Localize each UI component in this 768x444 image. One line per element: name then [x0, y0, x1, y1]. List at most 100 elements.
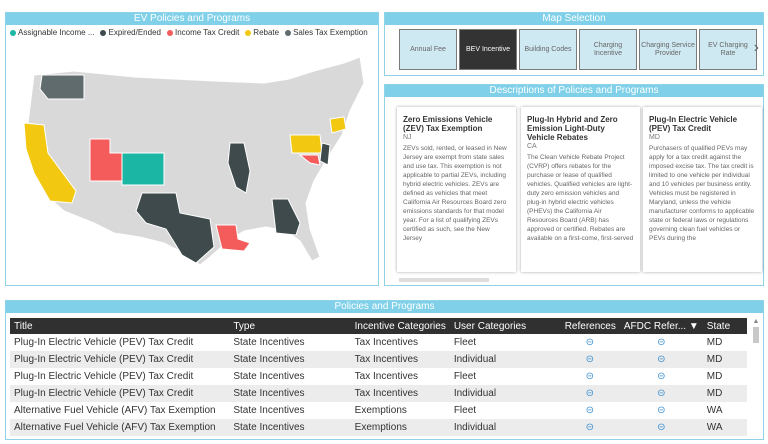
- state-co: [121, 152, 165, 186]
- policies-table-title: Policies and Programs: [6, 301, 763, 313]
- link-icon[interactable]: ⊝: [585, 337, 595, 348]
- state-il: [227, 142, 251, 194]
- col-user-categories[interactable]: User Categories: [453, 320, 527, 332]
- link-icon[interactable]: ⊝: [657, 405, 666, 416]
- card-title: Zero Emissions Vehicle (ZEV) Tax Exempti…: [403, 115, 493, 133]
- table-row[interactable]: Plug-In Electric Vehicle (PEV) Tax Credi…: [10, 334, 747, 351]
- link-icon[interactable]: ⊝: [657, 422, 666, 433]
- legend-item-sales-tax[interactable]: Sales Tax Exemption: [285, 28, 368, 37]
- cell-incentive: Tax Incentives: [354, 388, 419, 399]
- btn-bev-incentive[interactable]: BEV Incentive: [459, 29, 517, 70]
- card-fade: [643, 242, 762, 272]
- col-incentive-categories[interactable]: Incentive Categories: [354, 320, 446, 332]
- table-row[interactable]: Alternative Fuel Vehicle (AFV) Tax Exemp…: [10, 419, 747, 436]
- link-icon[interactable]: ⊝: [657, 337, 666, 348]
- btn-annual-fee[interactable]: Annual Fee: [399, 29, 457, 70]
- policies-table: Title Type Incentive Categories User Cat…: [10, 318, 747, 436]
- cell-type: State Incentives: [233, 337, 305, 348]
- sort-desc-icon[interactable]: ▼: [688, 320, 699, 332]
- cell-title: Plug-In Electric Vehicle (PEV) Tax Credi…: [14, 388, 194, 399]
- map-selection-buttons: Annual Fee BEV Incentive Building Codes …: [399, 29, 759, 70]
- scroll-thumb[interactable]: [753, 327, 759, 343]
- description-card[interactable]: Zero Emissions Vehicle (ZEV) Tax Exempti…: [397, 107, 516, 272]
- descriptions-title: Descriptions of Policies and Programs: [385, 85, 763, 97]
- cell-title: Plug-In Electric Vehicle (PEV) Tax Credi…: [14, 371, 194, 382]
- link-icon[interactable]: ⊝: [657, 388, 666, 399]
- cell-type: State Incentives: [233, 371, 305, 382]
- card-body: The Clean Vehicle Rebate Project (CVRP) …: [527, 154, 634, 242]
- cell-type: State Incentives: [233, 354, 305, 365]
- state-nj: [319, 142, 331, 166]
- state-la: [215, 224, 251, 252]
- cell-incentive: Tax Incentives: [354, 337, 419, 348]
- cell-user: Fleet: [453, 405, 477, 416]
- state-ga: [271, 198, 301, 236]
- us-map[interactable]: [14, 53, 370, 278]
- cell-state: MD: [706, 337, 723, 348]
- cell-incentive: Exemptions: [354, 422, 407, 433]
- cell-state: MD: [706, 354, 723, 365]
- cell-title: Alternative Fuel Vehicle (AFV) Tax Exemp…: [14, 405, 216, 416]
- cell-incentive: Tax Incentives: [354, 354, 419, 365]
- state-md: [298, 154, 321, 166]
- col-state[interactable]: State: [706, 320, 731, 332]
- legend-item-assignable[interactable]: Assignable Income ...: [10, 28, 94, 37]
- card-fade: [521, 242, 640, 272]
- cell-state: MD: [706, 388, 723, 399]
- description-card[interactable]: Plug-In Hybrid and Zero Emission Light-D…: [521, 107, 640, 272]
- state-wa: [39, 74, 85, 100]
- table-scrollbar[interactable]: ▲: [751, 318, 761, 436]
- state-tx: [135, 192, 215, 264]
- col-title[interactable]: Title: [14, 320, 33, 332]
- cell-state: WA: [706, 405, 723, 416]
- policies-table-panel: Policies and Programs Title Type Incenti…: [5, 300, 764, 440]
- table-header-row: Title Type Incentive Categories User Cat…: [10, 318, 747, 334]
- card-body: ZEVs sold, rented, or leased in New Jers…: [403, 145, 507, 242]
- chevron-right-icon[interactable]: ›: [753, 39, 759, 56]
- descriptions-panel: Descriptions of Policies and Programs Ze…: [384, 84, 764, 286]
- card-state: MD: [649, 134, 660, 141]
- map-legend: Assignable Income ... Expired/Ended Inco…: [6, 25, 378, 40]
- table-row[interactable]: Plug-In Electric Vehicle (PEV) Tax Credi…: [10, 351, 747, 368]
- cell-incentive: Tax Incentives: [354, 371, 419, 382]
- card-state: NJ: [403, 134, 412, 141]
- table-row[interactable]: Plug-In Electric Vehicle (PEV) Tax Credi…: [10, 385, 747, 402]
- cell-incentive: Exemptions: [354, 405, 407, 416]
- card-title: Plug-In Electric Vehicle (PEV) Tax Credi…: [649, 115, 738, 133]
- description-card[interactable]: Plug-In Electric Vehicle (PEV) Tax Credi…: [643, 107, 762, 272]
- cards-scrollbar[interactable]: [399, 278, 489, 282]
- card-title: Plug-In Hybrid and Zero Emission Light-D…: [527, 115, 618, 142]
- cell-type: State Incentives: [233, 422, 305, 433]
- link-icon[interactable]: ⊝: [657, 371, 666, 382]
- legend-item-expired[interactable]: Expired/Ended: [100, 28, 161, 37]
- map-panel-title: EV Policies and Programs: [6, 13, 378, 25]
- link-icon[interactable]: ⊝: [585, 388, 595, 399]
- table-row[interactable]: Plug-In Electric Vehicle (PEV) Tax Credi…: [10, 368, 747, 385]
- cell-user: Individual: [453, 422, 497, 433]
- legend-item-rebate[interactable]: Rebate: [245, 28, 279, 37]
- col-type[interactable]: Type: [233, 320, 256, 332]
- link-icon[interactable]: ⊝: [657, 354, 666, 365]
- map-panel: EV Policies and Programs Assignable Inco…: [5, 12, 379, 286]
- btn-building-codes[interactable]: Building Codes: [519, 29, 577, 70]
- link-icon[interactable]: ⊝: [585, 422, 595, 433]
- cell-title: Plug-In Electric Vehicle (PEV) Tax Credi…: [14, 337, 194, 348]
- btn-charging-service-provider[interactable]: Charging Service Provider: [639, 29, 697, 70]
- state-pa: [289, 134, 323, 154]
- link-icon[interactable]: ⊝: [585, 371, 595, 382]
- col-references[interactable]: References: [564, 320, 616, 332]
- btn-ev-charging-rate[interactable]: EV Charging Rate: [699, 29, 757, 70]
- table-row[interactable]: Alternative Fuel Vehicle (AFV) Tax Exemp…: [10, 402, 747, 419]
- cell-user: Fleet: [453, 337, 477, 348]
- scroll-up-icon[interactable]: ▲: [752, 318, 760, 325]
- state-ca: [23, 122, 77, 204]
- link-icon[interactable]: ⊝: [585, 405, 595, 416]
- state-ne: [329, 116, 347, 134]
- cell-type: State Incentives: [233, 388, 305, 399]
- map-selection-panel: Map Selection Annual Fee BEV Incentive B…: [384, 12, 764, 76]
- cell-title: Alternative Fuel Vehicle (AFV) Tax Exemp…: [14, 422, 216, 433]
- col-afdc-references[interactable]: AFDC Refer... ▼: [623, 320, 699, 332]
- link-icon[interactable]: ⊝: [585, 354, 595, 365]
- btn-charging-incentive[interactable]: Charging Incentive: [579, 29, 637, 70]
- legend-item-income-tax[interactable]: Income Tax Credit: [166, 28, 239, 37]
